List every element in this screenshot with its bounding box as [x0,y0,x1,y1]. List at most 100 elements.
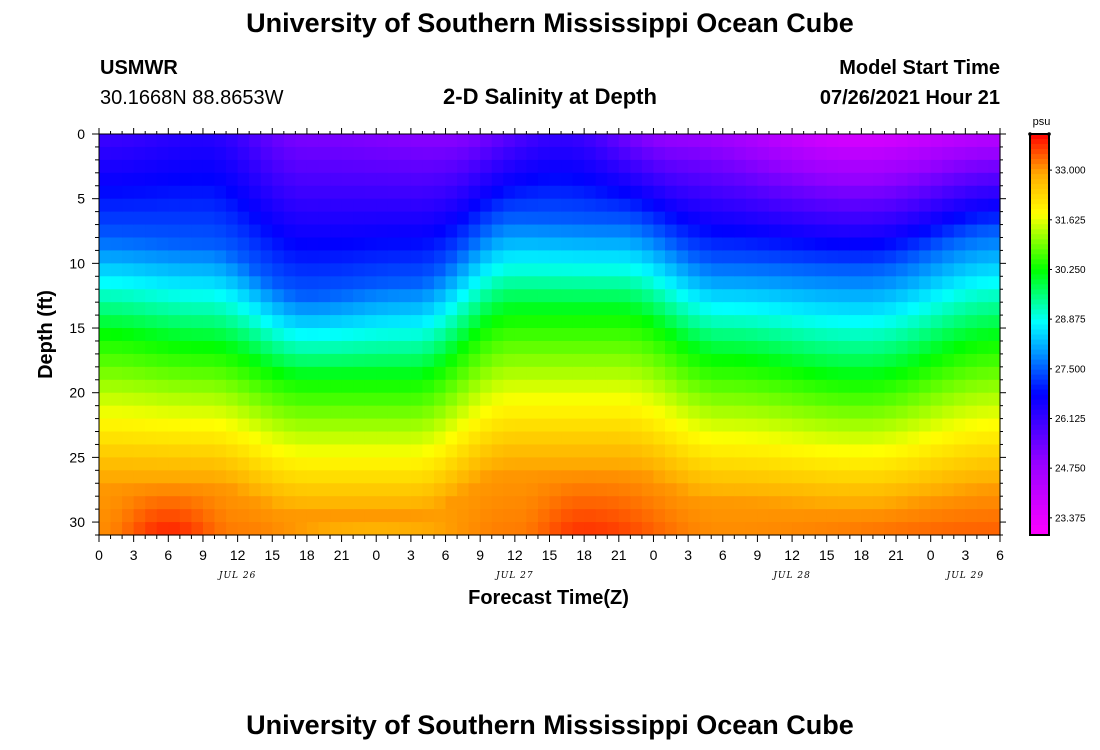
date-label: JUL 28 [771,571,810,581]
heatmap-cell [99,366,112,381]
heatmap-cell [99,328,112,342]
heatmap-cell [965,444,978,458]
heatmap-cell [514,263,527,277]
heatmap-cell [168,366,181,381]
heatmap-cell [561,483,574,497]
colorbar-segment [1030,204,1049,210]
heatmap-cell [884,289,897,303]
heatmap-cell [214,470,227,484]
heatmap-cell [653,134,666,148]
heatmap-cell [688,496,701,510]
heatmap-cell [202,405,216,420]
heatmap-cell [122,328,135,342]
heatmap-cell [630,134,643,148]
heatmap-cell [145,315,158,329]
colorbar-segment [1030,384,1049,391]
heatmap-cell [919,172,932,187]
heatmap-cell [457,276,470,290]
heatmap-cell [156,444,169,458]
heatmap-cell [514,431,527,446]
heatmap-cell [468,185,481,200]
heatmap-cell [826,431,839,446]
heatmap-cell [480,302,493,316]
heatmap-cell [641,263,655,277]
heatmap-cell [792,444,805,458]
heatmap-cell [422,224,435,239]
heatmap-cell [387,379,400,394]
heatmap-cell [942,457,955,471]
heatmap-cell [249,418,262,433]
heatmap-cell [988,457,1001,471]
heatmap-cell [387,366,400,381]
heatmap-cell [364,379,377,394]
heatmap-cell [202,496,216,510]
heatmap-cell [491,263,504,277]
heatmap-cell [849,134,862,148]
heatmap-cell [561,276,574,290]
heatmap-cell [457,328,470,342]
heatmap-cell [122,457,135,471]
heatmap-cell [433,159,447,174]
heatmap-cell [503,418,516,433]
heatmap-cell [838,134,851,148]
heatmap-cell [861,509,874,523]
heatmap-cell [803,198,816,213]
colorbar-segment [1030,504,1049,511]
x-tick-label: 0 [650,547,658,563]
heatmap-cell [595,211,608,226]
heatmap-cell [306,405,320,420]
heatmap-cell [191,328,204,342]
heatmap-cell [122,340,135,355]
heatmap-cell [884,315,897,329]
heatmap-cell [919,353,932,368]
heatmap-cell [976,289,990,303]
heatmap-cell [734,289,747,303]
heatmap-cell [110,263,123,277]
heatmap-cell [330,224,343,239]
heatmap-cell [179,276,193,290]
heatmap-cell [457,263,470,277]
heatmap-cell [433,431,447,446]
heatmap-cell [861,457,874,471]
heatmap-cell [676,146,689,161]
heatmap-cell [942,263,955,277]
heatmap-cell [688,263,701,277]
heatmap-cell [549,353,562,368]
heatmap-cell [410,146,424,161]
heatmap-cell [595,470,608,484]
heatmap-cell [896,185,909,200]
heatmap-cell [341,328,354,342]
heatmap-cell [202,366,216,381]
heatmap-cell [537,146,551,161]
heatmap-cell [410,328,424,342]
heatmap-cell [953,276,966,290]
heatmap-cell [722,211,735,226]
colorbar-tick-label: 30.250 [1055,265,1086,276]
heatmap-cell [942,185,955,200]
heatmap-cell [249,353,262,368]
heatmap-cell [457,211,470,226]
heatmap-cell [734,224,747,239]
heatmap-cell [722,224,735,239]
heatmap-cell [688,392,701,407]
heatmap-cell [665,276,678,290]
heatmap-cell [607,444,620,458]
heatmap-cell [745,470,759,484]
heatmap-cell [595,263,608,277]
heatmap-cell [422,172,435,187]
heatmap-cell [145,172,158,187]
heatmap-cell [768,328,782,342]
heatmap-cell [468,392,481,407]
heatmap-cell [653,146,666,161]
heatmap-cell [341,379,354,394]
heatmap-cell [872,250,886,264]
bottom-title: University of Southern Mississippi Ocean… [246,710,854,740]
heatmap-cell [214,405,227,420]
heatmap-cell [168,496,181,510]
heatmap-cell [965,483,978,497]
heatmap-cell [364,276,377,290]
heatmap-cell [630,185,643,200]
heatmap-cell [341,159,354,174]
heatmap-cell [653,211,666,226]
heatmap-cell [618,405,631,420]
